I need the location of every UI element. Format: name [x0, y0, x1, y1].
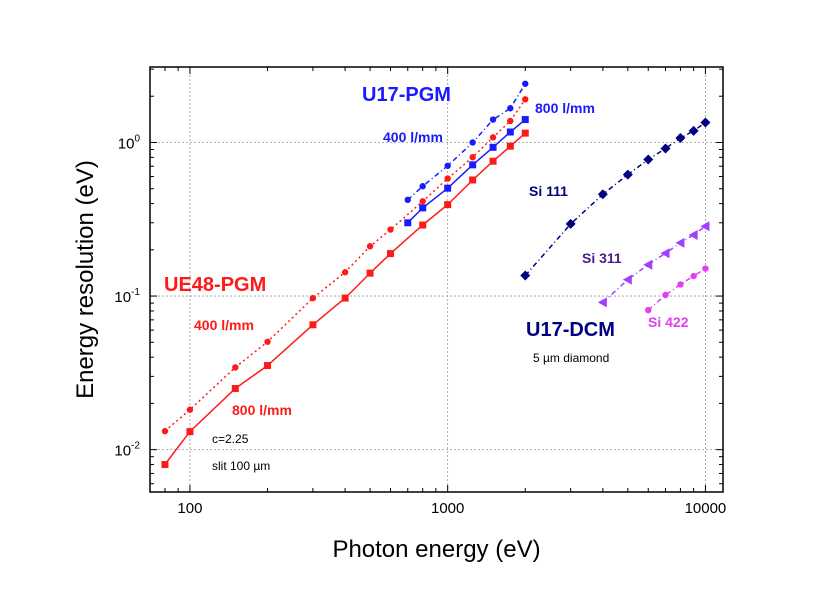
plot-frame	[149, 66, 724, 493]
data-point	[677, 281, 684, 288]
x-tick-label: 100	[177, 500, 202, 517]
data-point	[341, 269, 349, 276]
data-point	[444, 201, 452, 209]
series-u17-pgm-400-l-mm	[404, 80, 529, 204]
data-point	[186, 406, 194, 413]
data-point	[489, 134, 497, 141]
annotation-ue48-pgm: UE48-PGM	[164, 274, 267, 296]
data-point	[469, 139, 476, 146]
data-point	[702, 265, 709, 272]
series-u17-dcm-si-311	[597, 221, 710, 308]
annotation-slit: slit 100 µm	[212, 459, 271, 473]
data-point	[444, 162, 451, 169]
data-point	[387, 226, 394, 233]
data-point	[419, 198, 426, 205]
annotation-ue48-400: 400 l/mm	[194, 317, 254, 333]
data-point	[521, 116, 529, 124]
annotation-u17-800: 800 l/mm	[535, 100, 595, 116]
data-point	[521, 129, 529, 137]
series-u17-dcm-si-422	[645, 265, 709, 314]
data-point	[341, 294, 349, 302]
data-point	[700, 117, 711, 128]
series-u17-pgm-800-l-mm	[404, 116, 529, 227]
data-point	[660, 248, 670, 259]
series-ue48-pgm-800-l-mm	[161, 129, 529, 469]
data-point	[366, 243, 374, 250]
data-point	[506, 128, 514, 136]
data-point	[419, 183, 426, 190]
data-point	[161, 461, 169, 469]
y-tick-label: 100	[118, 133, 141, 152]
annotation-si422: Si 422	[648, 314, 689, 330]
series-ue48-pgm-400-l-mm	[161, 96, 529, 435]
data-point	[264, 362, 272, 370]
data-point	[506, 142, 514, 150]
data-point	[688, 125, 699, 136]
y-axis-label: Energy resolution (eV)	[72, 160, 99, 399]
data-point	[404, 196, 411, 204]
annotation-diamond: 5 µm diamond	[533, 351, 610, 365]
data-point	[675, 132, 686, 143]
x-axis-label: Photon energy (eV)	[332, 536, 540, 563]
data-point	[645, 306, 652, 314]
data-point	[643, 259, 653, 270]
y-tick-label: 10-2	[114, 441, 140, 460]
data-point	[700, 221, 710, 232]
x-tick-label: 10000	[685, 500, 727, 517]
data-point	[489, 157, 497, 165]
data-point	[507, 105, 514, 112]
data-point	[309, 321, 317, 329]
data-point	[675, 237, 685, 248]
y-tick-label: 10-1	[114, 287, 140, 306]
annotation-si111: Si 111	[529, 183, 568, 199]
series-u17-dcm-si-111	[520, 117, 711, 281]
data-point	[469, 161, 477, 169]
series-line	[164, 98, 526, 432]
data-point	[489, 143, 497, 151]
data-point	[419, 204, 427, 212]
annotation-u17-pgm: U17-PGM	[362, 84, 451, 106]
data-point	[366, 269, 374, 277]
data-point	[386, 250, 394, 258]
data-point	[522, 96, 529, 103]
data-point	[161, 427, 169, 435]
data-point	[622, 169, 633, 180]
data-point	[690, 272, 697, 280]
data-point	[419, 221, 427, 229]
data-point	[565, 218, 576, 229]
data-point	[231, 385, 239, 393]
annotation-ue48-800: 800 l/mm	[232, 402, 292, 418]
data-point	[597, 189, 608, 200]
annotation-u17-dcm: U17-DCM	[526, 319, 615, 341]
data-point	[444, 184, 452, 192]
data-point	[597, 297, 607, 308]
data-point	[469, 176, 477, 184]
data-point	[507, 117, 514, 125]
data-point	[688, 229, 698, 240]
data-point	[404, 219, 412, 227]
x-tick-label: 1000	[431, 500, 464, 517]
data-point	[186, 428, 194, 436]
data-point	[662, 291, 669, 299]
data-point	[232, 364, 239, 371]
data-point	[444, 175, 451, 182]
data-point	[264, 338, 271, 345]
data-point	[522, 80, 529, 87]
annotation-c-value: c=2.25	[212, 432, 249, 446]
annotation-si311: Si 311	[582, 250, 622, 266]
data-point	[622, 274, 632, 285]
series-line	[647, 267, 706, 311]
data-point	[643, 154, 654, 165]
data-point	[309, 294, 317, 302]
data-point	[489, 116, 497, 123]
data-point	[469, 153, 476, 161]
data-point	[520, 270, 531, 281]
annotation-u17-400: 400 l/mm	[383, 129, 443, 145]
data-point	[660, 143, 671, 154]
